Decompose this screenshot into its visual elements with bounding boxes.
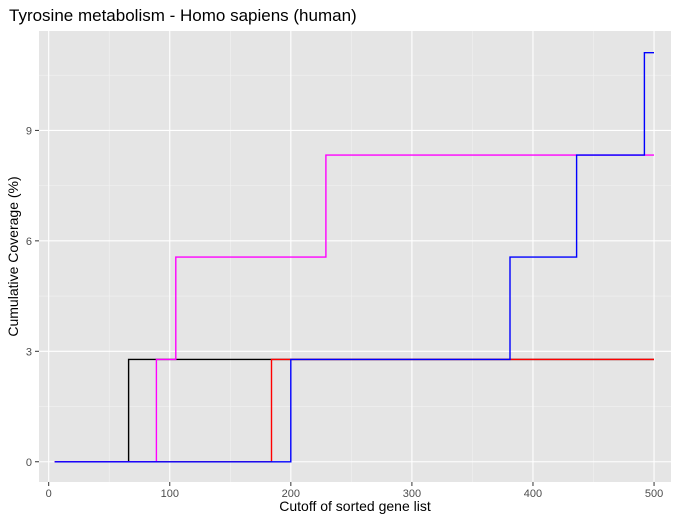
x-tick-label: 500 (645, 488, 663, 500)
y-tick-label: 9 (26, 125, 32, 137)
x-tick-label: 300 (403, 488, 421, 500)
y-tick-label: 0 (26, 457, 32, 469)
y-tick-label: 3 (26, 346, 32, 358)
series-lines (54, 52, 654, 463)
x-axis-label: Cutoff of sorted gene list (279, 498, 431, 514)
x-tick-label: 100 (161, 488, 179, 500)
axes: 0 100 200 300 400 500 0 3 6 9 (26, 125, 663, 500)
y-axis-label: Cumulative Coverage (%) (5, 176, 21, 336)
x-tick-label: 200 (282, 488, 300, 500)
series-line-3 (54, 154, 654, 463)
y-tick-label: 6 (26, 236, 32, 248)
series-line-4 (54, 52, 654, 463)
x-tick-label: 400 (524, 488, 542, 500)
chart-title: Tyrosine metabolism - Homo sapiens (huma… (9, 6, 357, 25)
x-tick-label: 0 (46, 488, 52, 500)
